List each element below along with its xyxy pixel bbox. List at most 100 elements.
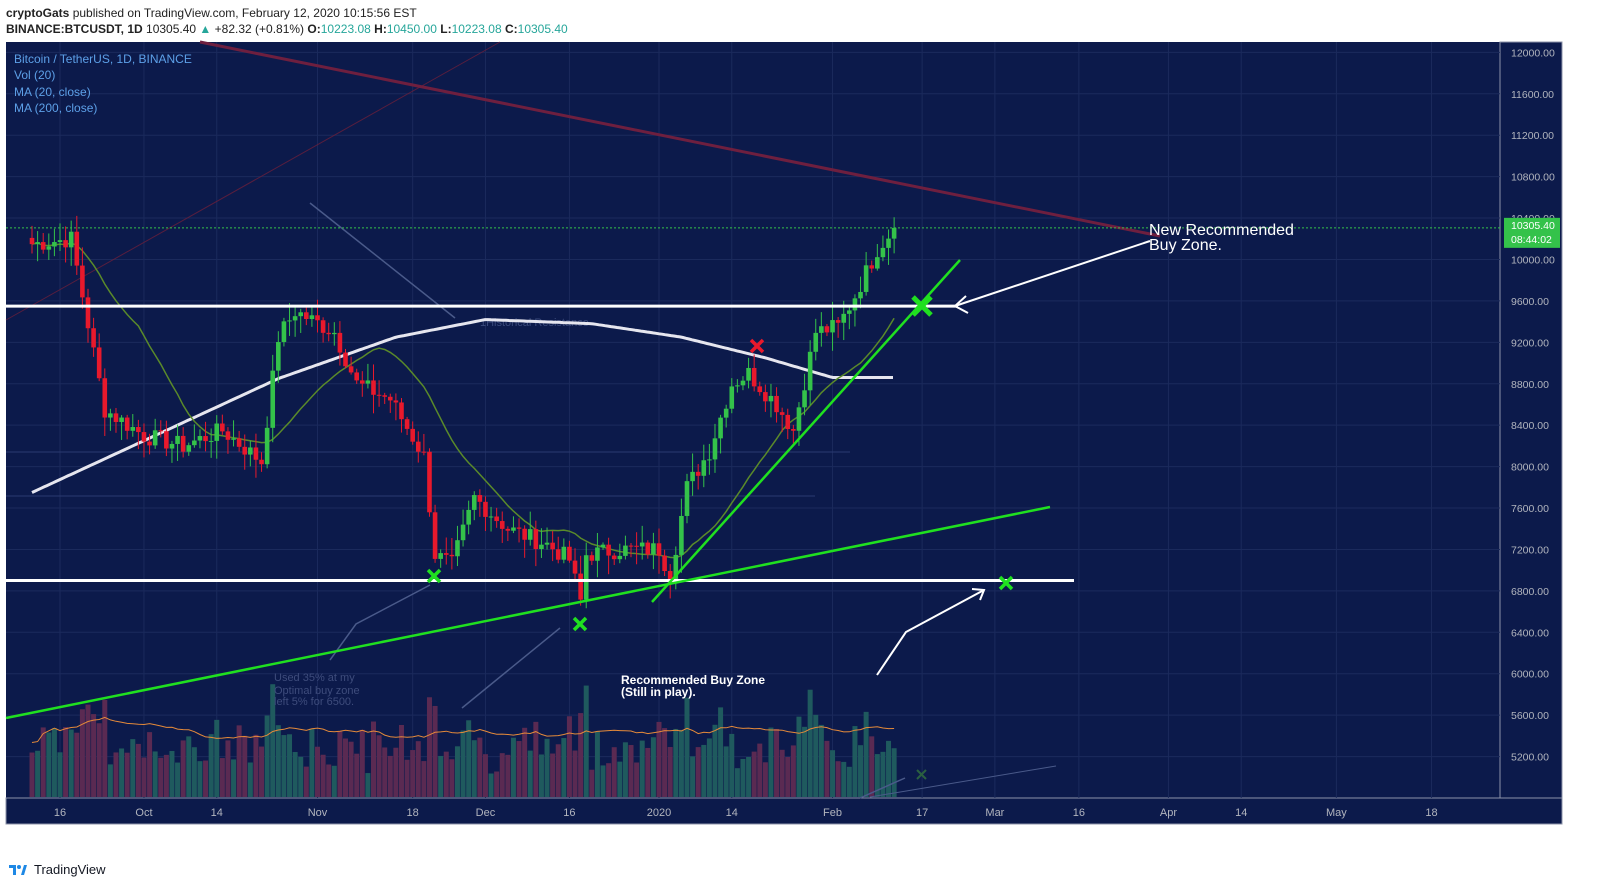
candle-body [651,543,656,555]
volume-bar [253,734,259,797]
arrow-to-new-zone [953,240,1151,314]
price-tick-label: 7200.00 [1511,544,1549,556]
rec-zone-text-line1: Recommended Buy Zone [621,673,765,687]
volume-bar [824,740,830,797]
candle-body [158,430,164,432]
price-tick-label: 12000.00 [1511,47,1555,59]
volume-bar [438,755,444,797]
volume-bar [287,734,293,797]
volume-bar [790,745,796,797]
volume-bar [779,749,785,797]
faded-bottom-line [869,765,1057,798]
candle-body [567,546,572,561]
author-name[interactable]: cryptoGats [6,6,70,20]
candle-body [634,545,639,547]
volume-bar [410,750,416,797]
volume-bar [29,752,35,797]
volume-bar [589,769,595,797]
price-tick-label: 11200.00 [1511,130,1554,142]
volume-bar [729,733,735,797]
volume-bar [886,740,892,797]
candle-body [852,298,858,311]
time-tick-label: 16 [54,807,66,819]
candle-body [589,555,595,561]
volume-bar [880,751,886,797]
volume-bar [359,729,365,797]
candle-body [130,427,136,431]
short-trendline[interactable] [651,259,961,603]
candle-body [471,495,477,510]
candle-body [46,246,52,250]
candle-body [348,366,354,373]
volume-bar [343,738,349,797]
candle-body [410,428,415,442]
volume-bar [454,746,460,797]
ma200-line [31,318,893,494]
volume-bar [281,735,287,797]
volume-bar [292,752,298,797]
candle-body [723,408,729,418]
volume-bar [774,728,780,797]
candle-body [527,529,533,540]
time-tick-label: 14 [726,807,738,819]
volume-bar [650,737,656,797]
candle-body [354,372,360,381]
ma20-line [31,242,895,559]
volume-bar [611,747,617,797]
volume-bar [242,735,248,797]
volume-bar [656,721,662,797]
candle-body [371,380,376,395]
candle-body [113,413,119,422]
time-axis[interactable] [5,797,1563,825]
candle-body [807,351,813,391]
volume-bar [718,707,724,797]
volume-bar [477,737,483,797]
volume-bar [667,747,673,797]
volume-bar [807,689,813,797]
candle-body [595,547,600,561]
candle-body [802,390,807,408]
candle-body [796,407,802,431]
legend-volume[interactable]: Vol (20) [14,68,55,82]
volume-bar [163,754,169,797]
volume-bar [678,729,684,797]
volume-bar [662,728,668,797]
candle-body [108,413,113,418]
candle-body [208,440,214,442]
low-label: L: [440,22,452,36]
time-tick-label: Feb [823,807,842,819]
volume-bar [124,752,130,797]
faded-arrow-buy-1 [329,584,431,661]
legend-ma200[interactable]: MA (200, close) [14,101,97,115]
volume-bar [494,771,500,797]
candle-body [544,542,550,545]
volume-bar [331,765,337,797]
tradingview-footer[interactable]: TradingView [8,862,106,877]
time-tick-label: 14 [1235,807,1247,819]
legend-ma20[interactable]: MA (20, close) [14,85,91,99]
volume-bar [35,750,41,797]
candle-body [147,441,152,446]
price-axis[interactable] [1499,41,1563,799]
price-tick-label: 6800.00 [1511,586,1549,598]
last-price: 10305.40 [146,22,197,36]
long-trendline[interactable] [5,505,1051,720]
candle-body [124,417,130,431]
volume-bar [303,766,309,797]
candle-body [438,553,443,559]
volume-bar [180,740,186,797]
candle-body [662,555,667,572]
candle-body [35,242,40,245]
volume-bar [376,735,382,797]
volume-bar [421,761,427,797]
volume-bar [835,761,841,797]
volume-bar [734,768,740,797]
candle-body [102,378,108,418]
legend-title[interactable]: Bitcoin / TetherUS, 1D, BINANCE [14,52,192,66]
close-label: C: [504,22,518,36]
volume-bar [443,751,449,797]
price-tick-label: 11600.00 [1511,89,1554,101]
price-tick-label: 10800.00 [1511,172,1555,184]
plot-background[interactable] [6,42,1500,798]
